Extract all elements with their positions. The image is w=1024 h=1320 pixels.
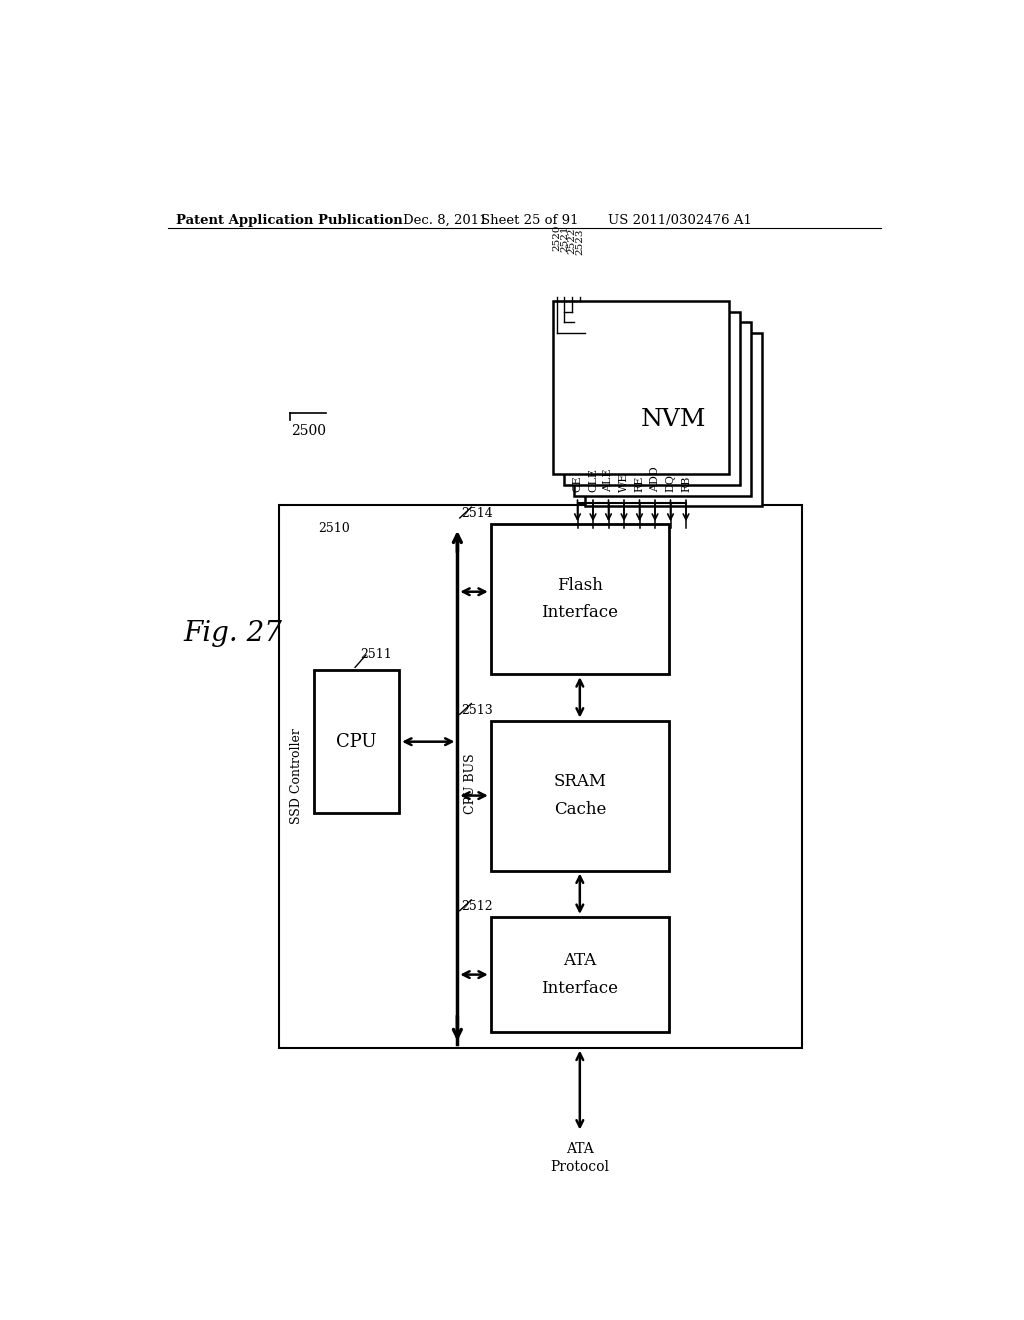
Text: ATA
Interface: ATA Interface xyxy=(542,953,618,997)
Text: NVM: NVM xyxy=(641,408,707,432)
Text: Dec. 8, 2011: Dec. 8, 2011 xyxy=(403,214,487,227)
Text: 2512: 2512 xyxy=(461,900,493,913)
Text: ATA
Protocol: ATA Protocol xyxy=(550,1142,609,1173)
Text: CE: CE xyxy=(572,475,583,492)
Bar xyxy=(280,506,802,1048)
Bar xyxy=(490,917,669,1032)
Text: DQ: DQ xyxy=(666,474,676,492)
Text: RB: RB xyxy=(681,475,691,492)
Text: 2513: 2513 xyxy=(461,704,493,717)
Text: RE: RE xyxy=(635,475,644,492)
Text: CPU: CPU xyxy=(336,733,377,751)
Text: Patent Application Publication: Patent Application Publication xyxy=(176,214,402,227)
Bar xyxy=(490,721,669,871)
Bar xyxy=(574,322,751,496)
Text: Flash
Interface: Flash Interface xyxy=(542,577,618,622)
Bar xyxy=(553,301,729,474)
Text: 2514: 2514 xyxy=(461,507,493,520)
Text: 2522: 2522 xyxy=(567,227,577,253)
Bar xyxy=(314,671,399,813)
Text: 2500: 2500 xyxy=(291,424,326,438)
Bar xyxy=(490,524,669,675)
Text: CPU BUS: CPU BUS xyxy=(464,754,476,814)
Bar xyxy=(586,333,762,507)
Text: 2520: 2520 xyxy=(552,224,561,251)
Text: 2511: 2511 xyxy=(360,648,392,661)
Text: ADD: ADD xyxy=(650,466,660,492)
Text: ALE: ALE xyxy=(603,469,613,492)
Text: CLE: CLE xyxy=(588,467,598,492)
Text: SSD Controller: SSD Controller xyxy=(290,729,303,824)
Text: Sheet 25 of 91: Sheet 25 of 91 xyxy=(480,214,579,227)
Text: SRAM
Cache: SRAM Cache xyxy=(553,774,606,818)
Text: US 2011/0302476 A1: US 2011/0302476 A1 xyxy=(608,214,753,227)
Text: WE: WE xyxy=(618,473,629,492)
Text: 2510: 2510 xyxy=(317,521,349,535)
Bar xyxy=(563,312,740,484)
Text: 2521: 2521 xyxy=(560,226,568,252)
Text: 2523: 2523 xyxy=(575,228,585,256)
Text: Fig. 27: Fig. 27 xyxy=(183,620,283,647)
